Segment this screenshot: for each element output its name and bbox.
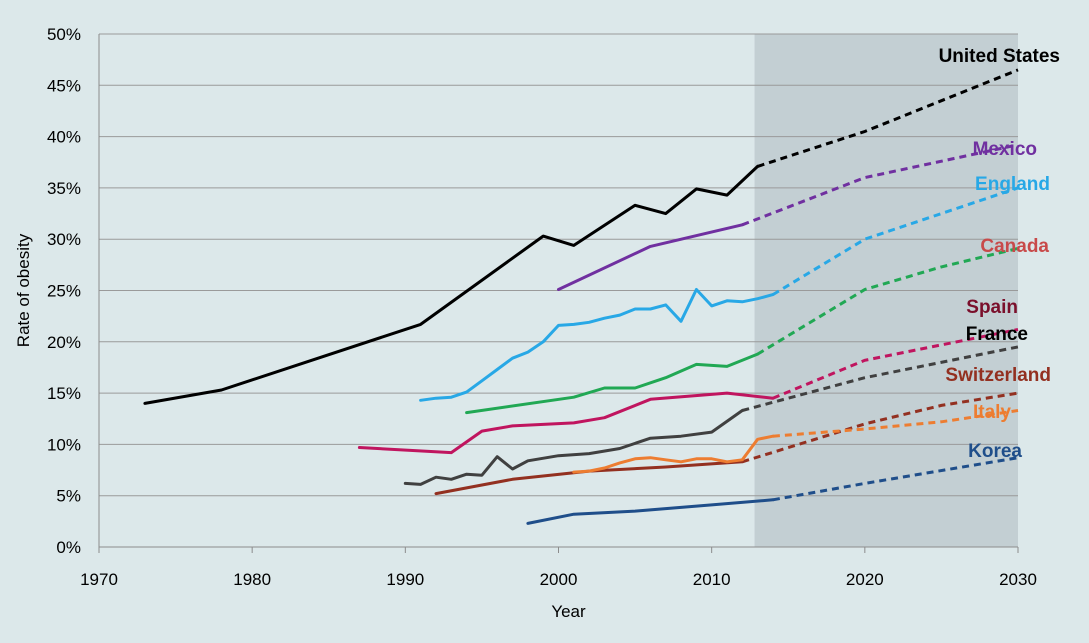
y-tick-label: 40% <box>47 128 81 147</box>
y-axis-title: Rate of obesity <box>14 233 33 347</box>
y-tick-label: 20% <box>47 333 81 352</box>
x-tick-label: 2010 <box>693 570 731 589</box>
y-tick-label: 45% <box>47 76 81 95</box>
series-line-projected-korea <box>772 456 1019 502</box>
series-line-projected-switzerland <box>741 391 1019 464</box>
series-line-observed-italy <box>572 434 775 474</box>
y-tick-label: 0% <box>56 538 81 557</box>
series-line-projected-spain <box>772 328 1019 400</box>
series-label-united-states: United States <box>939 46 1060 67</box>
series-label-england: England <box>975 174 1050 195</box>
x-axis-title: Year <box>551 602 586 621</box>
series-line-projected-france <box>741 345 1019 412</box>
x-tick-label: 2000 <box>540 570 578 589</box>
series-line-observed-england <box>419 288 775 402</box>
series-line-observed-korea <box>526 498 775 525</box>
series-label-switzerland: Switzerland <box>945 365 1051 386</box>
series-label-italy: Italy <box>973 402 1011 423</box>
series-line-observed-france <box>403 409 744 486</box>
series-line-projected-canada <box>756 246 1019 356</box>
y-tick-label: 50% <box>47 25 81 44</box>
series-label-korea: Korea <box>968 441 1022 462</box>
series-line-projected-united-states <box>757 68 1019 168</box>
x-tick-label: 2030 <box>999 570 1037 589</box>
y-tick-label: 25% <box>47 282 81 301</box>
series-line-observed-mexico <box>557 223 744 291</box>
x-tick-label: 1980 <box>233 570 271 589</box>
y-tick-label: 35% <box>47 179 81 198</box>
x-tick-label: 1990 <box>386 570 424 589</box>
series-line-observed-spain <box>357 391 775 455</box>
y-tick-label: 10% <box>47 435 81 454</box>
x-tick-label: 2020 <box>846 570 884 589</box>
series-label-spain: Spain <box>966 297 1018 318</box>
y-tick-label: 5% <box>56 487 81 506</box>
series-line-observed-united-states <box>143 164 760 405</box>
y-tick-label: 30% <box>47 230 81 249</box>
y-tick-label: 15% <box>47 384 81 403</box>
series-label-mexico: Mexico <box>973 139 1037 160</box>
series-label-canada: Canada <box>980 236 1049 257</box>
series-line-observed-canada <box>465 352 760 415</box>
series-label-france: France <box>966 324 1028 345</box>
series-line-projected-italy <box>772 409 1019 438</box>
x-tick-label: 1970 <box>80 570 118 589</box>
